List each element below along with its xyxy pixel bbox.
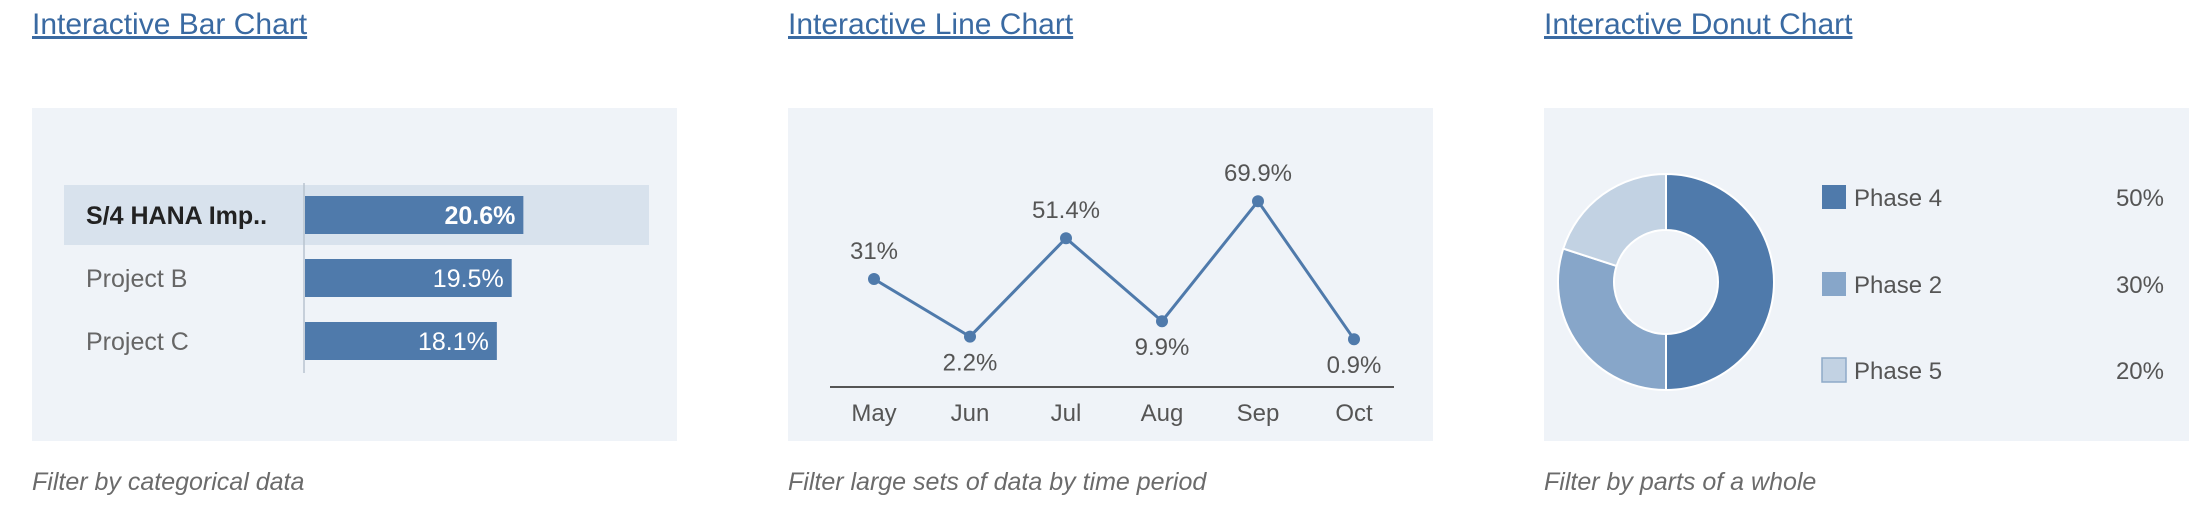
line-data-point[interactable] <box>1252 195 1264 208</box>
line-chart-panel[interactable]: 31% May 2.2% Jun 51.4% Jul 9.9% Aug 69.9% Sep 0.9%… <box>788 108 1433 441</box>
bar-category-label[interactable]: Project C <box>86 328 189 356</box>
line-chart-description: Filter large sets of data by time period <box>788 468 1207 496</box>
legend-label[interactable]: Phase 5 <box>1854 358 1942 385</box>
bar[interactable] <box>305 196 524 234</box>
line-data-point[interactable] <box>868 273 880 285</box>
bar-chart-panel[interactable]: S/4 HANA Imp.. 20.6% Project B 19.5% Project… <box>32 108 677 441</box>
bar-value-label: 19.5% <box>433 265 504 293</box>
bar-chart-description: Filter by categorical data <box>32 468 305 496</box>
line-chart[interactable]: 31% May 2.2% Jun 51.4% Jul 9.9% Aug 69.9% Sep 0.9%… <box>788 108 1433 441</box>
donut-chart-description: Filter by parts of a whole <box>1544 468 1817 496</box>
line-x-tick-label: Jun <box>951 400 990 427</box>
line-x-tick-label: Sep <box>1237 400 1280 427</box>
donut-slice[interactable] <box>1557 247 1667 392</box>
line-value-label: 2.2% <box>943 350 998 377</box>
line-data-point[interactable] <box>1060 232 1072 245</box>
line-value-label: 31% <box>850 238 898 265</box>
line-chart-title-link[interactable]: Interactive Line Chart <box>788 8 1074 41</box>
line-data-point[interactable] <box>1156 315 1168 328</box>
bar-value-label: 20.6% <box>444 202 515 230</box>
line-value-label: 69.9% <box>1224 160 1292 187</box>
line-value-label: 9.9% <box>1135 334 1190 361</box>
donut-slice[interactable] <box>1665 172 1775 392</box>
line-value-label: 0.9% <box>1327 352 1382 379</box>
legend-label[interactable]: Phase 2 <box>1854 272 1942 299</box>
bar[interactable] <box>305 259 512 297</box>
bar-chart[interactable]: S/4 HANA Imp.. 20.6% Project B 19.5% Project… <box>32 108 677 441</box>
line-x-tick-label: Aug <box>1141 400 1184 427</box>
line-x-tick-label: Oct <box>1335 400 1373 427</box>
legend-value: 30% <box>2116 272 2164 299</box>
legend-label[interactable]: Phase 4 <box>1854 185 1942 212</box>
bar-category-label[interactable]: Project B <box>86 265 187 293</box>
bar-category-label[interactable]: S/4 HANA Imp.. <box>86 202 267 230</box>
legend-swatch[interactable] <box>1822 272 1846 296</box>
legend-value: 50% <box>2116 185 2164 212</box>
line-value-label: 51.4% <box>1032 197 1100 224</box>
bar-chart-card: Interactive Bar Chart S/4 HANA Imp.. 20.6… <box>32 0 677 518</box>
line-chart-card: Interactive Line Chart 31% May 2.2% Jun 51.4… <box>788 0 1433 518</box>
line-x-tick-label: May <box>851 400 896 427</box>
legend-swatch[interactable] <box>1822 185 1846 209</box>
bar-value-label: 18.1% <box>418 328 489 356</box>
line-x-tick-label: Jul <box>1051 400 1082 427</box>
donut-chart-card: Interactive Donut Chart Phase 4 50% Phase … <box>1544 0 2189 518</box>
line-data-point[interactable] <box>1348 333 1360 346</box>
legend-swatch[interactable] <box>1821 357 1847 383</box>
legend-value: 20% <box>2116 358 2164 385</box>
line-data-point[interactable] <box>964 330 976 343</box>
bar-chart-title-link[interactable]: Interactive Bar Chart <box>32 8 308 41</box>
donut-chart-title-link[interactable]: Interactive Donut Chart <box>1544 8 1853 41</box>
donut-chart[interactable]: Phase 4 50% Phase 2 30% Phase 5 20% <box>1544 108 2189 441</box>
line-series <box>873 198 1356 341</box>
donut-chart-panel[interactable]: Phase 4 50% Phase 2 30% Phase 5 20% <box>1544 108 2189 441</box>
bar[interactable] <box>305 322 497 360</box>
donut-slice[interactable] <box>1562 172 1667 268</box>
